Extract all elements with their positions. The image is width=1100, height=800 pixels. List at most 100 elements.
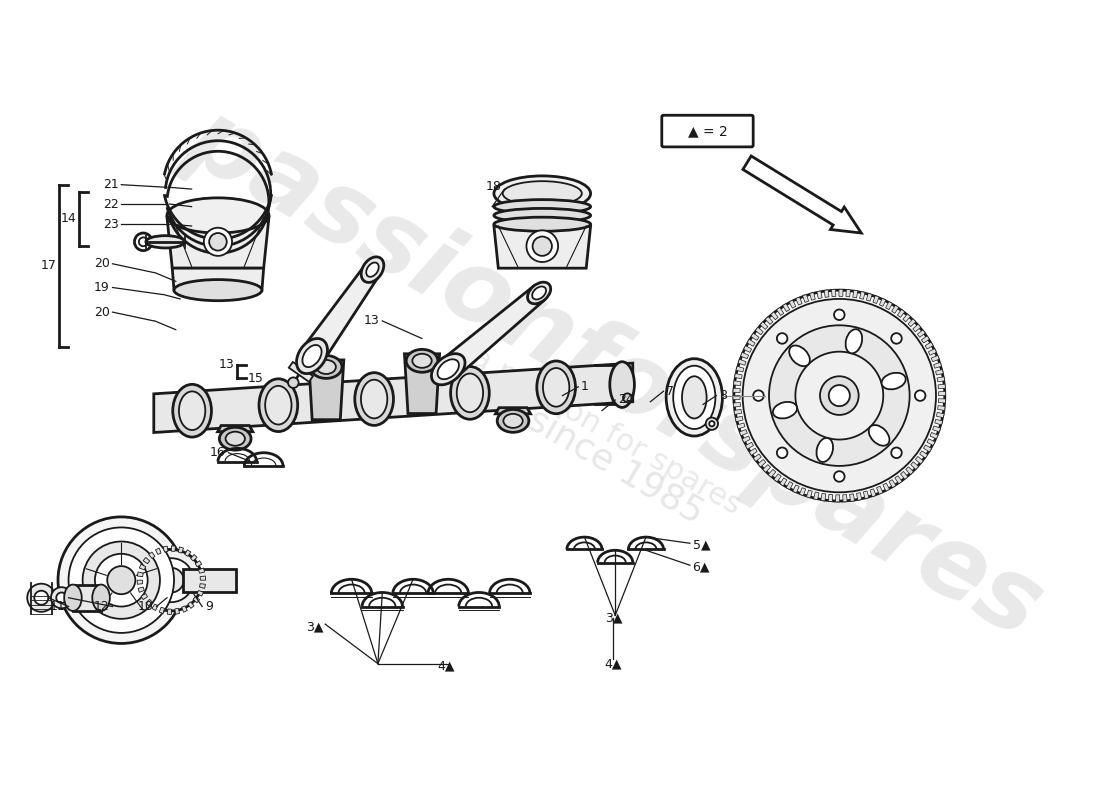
Polygon shape xyxy=(867,294,872,301)
Polygon shape xyxy=(758,459,766,467)
Polygon shape xyxy=(936,370,944,375)
Ellipse shape xyxy=(265,386,292,425)
Text: 16: 16 xyxy=(210,446,225,459)
Ellipse shape xyxy=(789,346,810,366)
Polygon shape xyxy=(903,314,911,322)
Polygon shape xyxy=(494,226,591,268)
Text: 21: 21 xyxy=(103,178,119,191)
Polygon shape xyxy=(821,494,826,501)
Polygon shape xyxy=(927,439,935,446)
Polygon shape xyxy=(806,490,812,498)
Circle shape xyxy=(706,418,718,430)
Ellipse shape xyxy=(816,438,833,462)
Ellipse shape xyxy=(503,181,582,206)
Text: 23: 23 xyxy=(103,218,119,230)
Ellipse shape xyxy=(456,374,483,412)
Text: 12: 12 xyxy=(95,600,110,613)
Polygon shape xyxy=(938,384,945,389)
Circle shape xyxy=(777,333,788,344)
Circle shape xyxy=(828,385,850,406)
Polygon shape xyxy=(873,295,879,303)
Ellipse shape xyxy=(451,366,490,419)
Circle shape xyxy=(150,558,194,602)
Polygon shape xyxy=(780,478,786,486)
Polygon shape xyxy=(756,327,763,334)
FancyBboxPatch shape xyxy=(662,115,754,147)
Polygon shape xyxy=(289,362,314,382)
Text: 1: 1 xyxy=(581,380,589,394)
Polygon shape xyxy=(185,550,190,556)
Ellipse shape xyxy=(431,354,465,385)
Polygon shape xyxy=(734,410,741,414)
Ellipse shape xyxy=(494,176,591,211)
Polygon shape xyxy=(742,436,750,442)
Polygon shape xyxy=(737,423,745,429)
Text: 9: 9 xyxy=(205,600,212,613)
Polygon shape xyxy=(495,408,530,414)
Polygon shape xyxy=(167,217,268,268)
Circle shape xyxy=(754,390,763,401)
Text: 3▲: 3▲ xyxy=(306,620,323,634)
Polygon shape xyxy=(749,448,757,455)
Text: passionforspares: passionforspares xyxy=(172,90,1059,658)
Polygon shape xyxy=(138,580,143,584)
Circle shape xyxy=(139,238,147,246)
Circle shape xyxy=(82,542,160,619)
Ellipse shape xyxy=(494,200,591,214)
Polygon shape xyxy=(928,349,936,355)
Ellipse shape xyxy=(412,354,431,368)
Polygon shape xyxy=(141,594,147,600)
Polygon shape xyxy=(746,442,754,449)
Circle shape xyxy=(51,587,73,608)
Circle shape xyxy=(141,550,202,611)
Polygon shape xyxy=(190,554,197,561)
Polygon shape xyxy=(870,489,876,497)
Circle shape xyxy=(891,333,902,344)
Polygon shape xyxy=(932,355,939,362)
Ellipse shape xyxy=(869,425,890,446)
Polygon shape xyxy=(139,587,144,592)
Polygon shape xyxy=(771,312,778,320)
Text: since 1985: since 1985 xyxy=(521,402,710,530)
Polygon shape xyxy=(734,402,740,407)
Polygon shape xyxy=(760,322,768,330)
Polygon shape xyxy=(167,609,172,614)
Ellipse shape xyxy=(167,198,268,233)
Ellipse shape xyxy=(667,358,723,436)
Polygon shape xyxy=(182,606,187,612)
Polygon shape xyxy=(309,360,344,420)
Polygon shape xyxy=(744,346,751,352)
Circle shape xyxy=(742,299,936,492)
Polygon shape xyxy=(859,291,865,299)
Circle shape xyxy=(769,326,910,466)
Circle shape xyxy=(28,584,55,612)
Polygon shape xyxy=(793,485,800,493)
Ellipse shape xyxy=(173,384,211,437)
Polygon shape xyxy=(894,476,902,484)
Circle shape xyxy=(795,352,883,439)
Polygon shape xyxy=(160,607,164,614)
Ellipse shape xyxy=(438,359,459,379)
Polygon shape xyxy=(172,546,176,551)
Ellipse shape xyxy=(543,368,570,406)
Ellipse shape xyxy=(532,237,552,256)
Text: a passion for spares: a passion for spares xyxy=(466,342,747,520)
Polygon shape xyxy=(734,381,741,386)
Polygon shape xyxy=(892,306,899,314)
Polygon shape xyxy=(163,546,168,552)
Polygon shape xyxy=(852,290,858,298)
Polygon shape xyxy=(922,336,930,343)
Polygon shape xyxy=(218,426,253,432)
Ellipse shape xyxy=(528,282,551,304)
Polygon shape xyxy=(773,474,781,482)
Polygon shape xyxy=(143,558,150,564)
Ellipse shape xyxy=(258,379,298,431)
Polygon shape xyxy=(898,310,905,318)
Circle shape xyxy=(107,566,135,594)
Polygon shape xyxy=(152,604,158,610)
Ellipse shape xyxy=(537,361,575,414)
Polygon shape xyxy=(938,398,946,403)
Text: 13: 13 xyxy=(364,314,380,327)
Polygon shape xyxy=(924,445,932,452)
Polygon shape xyxy=(810,293,815,300)
